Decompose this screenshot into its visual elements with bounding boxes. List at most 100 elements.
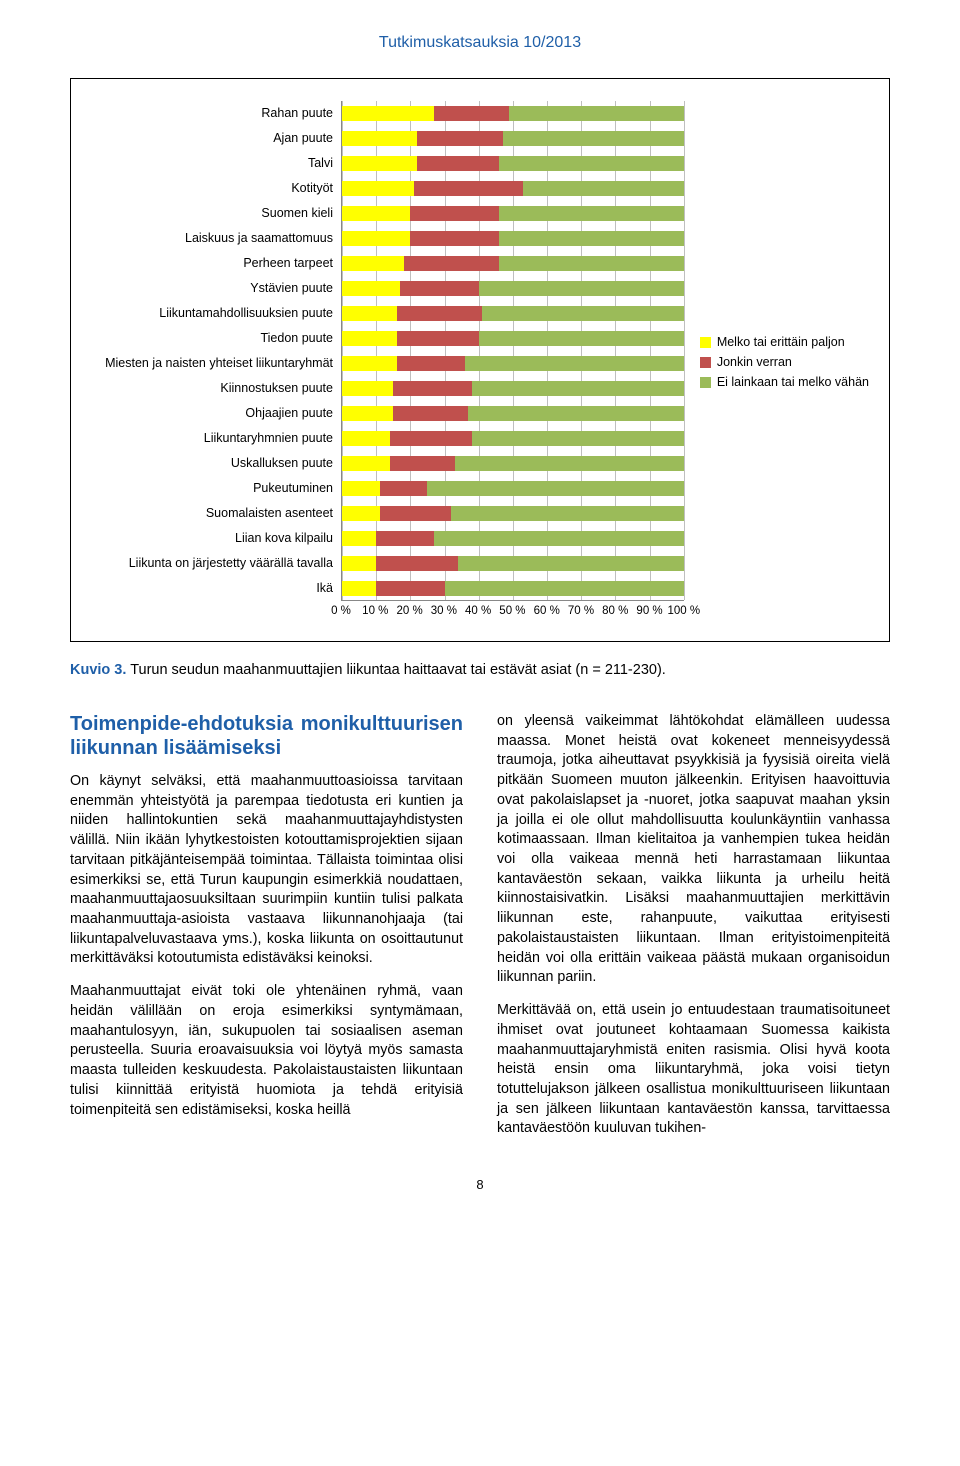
chart-bar-segment <box>342 181 414 196</box>
legend-item: Melko tai erittäin paljon <box>700 335 869 349</box>
chart-bar-segment <box>342 206 410 221</box>
page-header: Tutkimuskatsauksia 10/2013 <box>70 34 890 52</box>
chart-category-label: Uskalluksen puute <box>91 451 333 476</box>
chart-bar-row <box>342 501 684 526</box>
caption-text: Turun seudun maahanmuuttajien liikuntaa … <box>130 662 666 678</box>
chart-x-tick: 90 % <box>636 605 662 617</box>
chart-bar-segment <box>404 256 500 271</box>
chart-bar-segment <box>376 531 434 546</box>
chart-bar-segment <box>342 106 434 121</box>
chart-bar-segment <box>397 306 482 321</box>
chart-bar-row <box>342 301 684 326</box>
chart-bar-segment <box>455 456 684 471</box>
chart-bar-segment <box>397 331 479 346</box>
chart-bar-row <box>342 101 684 126</box>
chart-bar-segment <box>417 156 499 171</box>
chart-bar-segment <box>499 256 684 271</box>
chart-bar-segment <box>342 131 417 146</box>
chart-bar-segment <box>434 531 684 546</box>
chart-bar-row <box>342 276 684 301</box>
chart-bar-segment <box>342 306 397 321</box>
chart-bar-segment <box>393 406 468 421</box>
chart-bar-segment <box>390 431 472 446</box>
chart-bar-segment <box>410 231 499 246</box>
chart-bar-row <box>342 576 684 601</box>
chart-category-label: Perheen tarpeet <box>91 251 333 276</box>
chart-bar-segment <box>342 581 376 596</box>
legend-swatch <box>700 337 711 348</box>
chart-category-label: Ohjaajien puute <box>91 401 333 426</box>
chart-category-label: Miesten ja naisten yhteiset liikuntaryhm… <box>91 351 333 376</box>
chart-bar-segment <box>390 456 455 471</box>
chart-plot <box>341 101 684 601</box>
chart-bar-segment <box>342 556 376 571</box>
chart-category-label: Talvi <box>91 151 333 176</box>
chart-bar-row <box>342 176 684 201</box>
chart-bar-segment <box>451 506 683 521</box>
chart-bar-segment <box>342 156 417 171</box>
chart-bar-row <box>342 351 684 376</box>
chart-bar-segment <box>342 356 397 371</box>
chart-bar-segment <box>376 581 444 596</box>
figure-caption: Kuvio 3. Turun seudun maahanmuuttajien l… <box>70 662 890 678</box>
chart-category-label: Pukeutuminen <box>91 476 333 501</box>
chart-bar-segment <box>503 131 684 146</box>
chart-x-tick: 70 % <box>568 605 594 617</box>
legend-swatch <box>700 377 711 388</box>
chart-bar-segment <box>342 431 390 446</box>
chart-bar-row <box>342 376 684 401</box>
body-paragraph: Maahanmuuttajat eivät toki ole yhtenäine… <box>70 982 463 1120</box>
chart-bar-row <box>342 551 684 576</box>
chart-bar-row <box>342 476 684 501</box>
chart-x-tick: 50 % <box>499 605 525 617</box>
chart-bar-segment <box>472 431 684 446</box>
chart-category-label: Liikuntaryhmnien puute <box>91 426 333 451</box>
chart-category-label: Rahan puute <box>91 101 333 126</box>
chart-bar-segment <box>427 481 683 496</box>
chart-x-tick: 80 % <box>602 605 628 617</box>
chart-bar-row <box>342 426 684 451</box>
chart-category-label: Liikuntamahdollisuuksien puute <box>91 301 333 326</box>
chart-x-tick: 100 % <box>668 605 701 617</box>
chart-bar-segment <box>380 481 428 496</box>
legend-label: Melko tai erittäin paljon <box>717 335 845 349</box>
chart-bar-segment <box>342 406 393 421</box>
chart-category-label: Ikä <box>91 576 333 601</box>
chart-bar-segment <box>342 281 400 296</box>
chart-x-axis: 0 %10 %20 %30 %40 %50 %60 %70 %80 %90 %1… <box>341 605 684 623</box>
chart-bar-segment <box>417 131 502 146</box>
chart-category-label: Kotityöt <box>91 176 333 201</box>
chart-x-tick: 10 % <box>362 605 388 617</box>
chart-bar-segment <box>376 556 458 571</box>
chart-bar-segment <box>342 331 397 346</box>
chart-bar-segment <box>342 256 404 271</box>
chart-container: Rahan puuteAjan puuteTalviKotityötSuomen… <box>70 78 890 642</box>
chart-bar-segment <box>342 231 410 246</box>
chart-bar-segment <box>509 106 683 121</box>
chart-bar-row <box>342 251 684 276</box>
chart-bar-segment <box>482 306 684 321</box>
chart-bar-segment <box>380 506 452 521</box>
chart-category-label: Ajan puute <box>91 126 333 151</box>
chart-bar-segment <box>400 281 479 296</box>
chart-bar-segment <box>479 331 684 346</box>
chart-category-label: Tiedon puute <box>91 326 333 351</box>
chart-bar-segment <box>393 381 472 396</box>
chart-bar-segment <box>468 406 683 421</box>
chart-bar-segment <box>499 206 684 221</box>
body-paragraph: on yleensä vaikeimmat lähtökohdat elämäl… <box>497 712 890 988</box>
chart-x-tick: 30 % <box>431 605 457 617</box>
chart-x-tick: 60 % <box>534 605 560 617</box>
chart-bar-row <box>342 401 684 426</box>
chart-bar-row <box>342 126 684 151</box>
chart-bar-segment <box>465 356 684 371</box>
chart-category-label: Kiinnostuksen puute <box>91 376 333 401</box>
section-title: Toimenpide-ehdotuksia monikulttuurisen l… <box>70 712 463 760</box>
chart-category-label: Liian kova kilpailu <box>91 526 333 551</box>
chart-bar-segment <box>472 381 684 396</box>
chart-bar-segment <box>342 531 376 546</box>
chart-bar-segment <box>499 231 684 246</box>
chart-bar-row <box>342 201 684 226</box>
chart-bar-segment <box>397 356 465 371</box>
chart-x-tick: 40 % <box>465 605 491 617</box>
